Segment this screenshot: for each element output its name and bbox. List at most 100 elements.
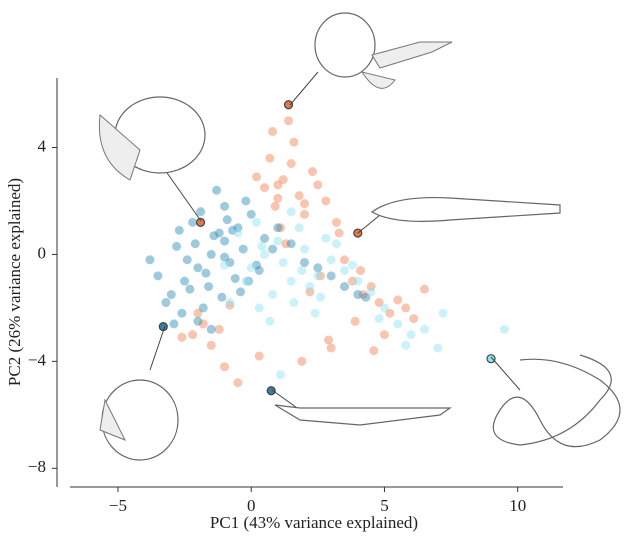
point bbox=[278, 257, 288, 267]
point bbox=[212, 185, 222, 195]
point bbox=[361, 292, 371, 302]
point bbox=[268, 126, 278, 136]
point bbox=[217, 292, 227, 302]
point bbox=[393, 295, 403, 305]
x-tick-label: 10 bbox=[509, 496, 526, 515]
point bbox=[278, 175, 288, 185]
point bbox=[350, 316, 360, 326]
point bbox=[321, 196, 331, 206]
point bbox=[225, 300, 235, 310]
point bbox=[401, 340, 411, 350]
y-tick-label: 0 bbox=[38, 243, 47, 262]
highlight-point bbox=[283, 100, 294, 110]
point bbox=[174, 225, 184, 235]
point bbox=[198, 319, 208, 329]
point bbox=[419, 324, 429, 334]
point bbox=[347, 260, 357, 270]
point bbox=[297, 265, 307, 275]
point bbox=[220, 260, 230, 270]
point bbox=[201, 268, 211, 278]
point bbox=[438, 308, 448, 318]
point bbox=[257, 241, 267, 251]
y-tick-label: −4 bbox=[28, 350, 47, 369]
plot-area bbox=[145, 100, 509, 396]
point bbox=[193, 308, 203, 318]
point bbox=[300, 199, 310, 209]
point bbox=[300, 257, 310, 267]
point bbox=[252, 217, 262, 227]
point bbox=[284, 116, 294, 126]
point bbox=[246, 209, 256, 219]
point bbox=[289, 137, 299, 147]
point bbox=[260, 233, 270, 243]
point bbox=[225, 257, 235, 267]
point bbox=[193, 316, 203, 326]
point bbox=[334, 228, 344, 238]
point bbox=[366, 282, 376, 292]
point bbox=[188, 330, 198, 340]
point bbox=[238, 244, 248, 254]
point bbox=[358, 290, 368, 300]
point bbox=[233, 228, 243, 238]
point bbox=[286, 207, 296, 217]
x-axis-label: PC1 (43% variance explained) bbox=[210, 513, 418, 532]
point bbox=[220, 201, 230, 211]
point bbox=[268, 244, 278, 254]
point bbox=[433, 343, 443, 353]
point bbox=[254, 265, 264, 275]
point bbox=[308, 167, 318, 177]
point bbox=[214, 324, 224, 334]
point bbox=[379, 303, 389, 313]
point bbox=[347, 276, 357, 286]
point bbox=[339, 265, 349, 275]
point bbox=[409, 314, 419, 324]
point bbox=[276, 370, 286, 380]
point bbox=[315, 271, 325, 281]
point bbox=[374, 314, 384, 324]
y-tick-label: −8 bbox=[28, 457, 46, 476]
point bbox=[177, 332, 187, 342]
point bbox=[310, 308, 320, 318]
point bbox=[206, 324, 216, 334]
point bbox=[206, 249, 216, 259]
point bbox=[260, 249, 270, 259]
point bbox=[276, 223, 286, 233]
point bbox=[286, 239, 296, 249]
point bbox=[228, 225, 238, 235]
point bbox=[265, 153, 275, 163]
point bbox=[313, 271, 323, 281]
point bbox=[366, 287, 376, 297]
point bbox=[177, 308, 187, 318]
point bbox=[214, 228, 224, 238]
point bbox=[180, 276, 190, 286]
y-tick-label: 4 bbox=[38, 136, 47, 155]
point bbox=[331, 217, 341, 227]
point bbox=[379, 330, 389, 340]
x-tick-label: 0 bbox=[247, 496, 256, 515]
highlight-point bbox=[486, 354, 496, 364]
point bbox=[297, 356, 307, 366]
point bbox=[166, 290, 176, 300]
point bbox=[153, 271, 163, 281]
point bbox=[339, 282, 349, 292]
point bbox=[254, 303, 264, 313]
point bbox=[419, 284, 429, 294]
point bbox=[273, 180, 283, 190]
point bbox=[145, 255, 155, 265]
point bbox=[286, 276, 296, 286]
point bbox=[305, 287, 315, 297]
point bbox=[225, 298, 235, 308]
point bbox=[353, 290, 363, 300]
point bbox=[331, 239, 341, 249]
point bbox=[169, 319, 179, 329]
point bbox=[300, 209, 310, 219]
x-tick-label: −5 bbox=[109, 496, 127, 515]
point bbox=[254, 351, 264, 361]
point bbox=[315, 292, 325, 302]
point bbox=[300, 244, 310, 254]
point bbox=[260, 183, 270, 193]
point bbox=[220, 252, 230, 262]
point bbox=[326, 255, 336, 265]
point bbox=[270, 201, 280, 211]
